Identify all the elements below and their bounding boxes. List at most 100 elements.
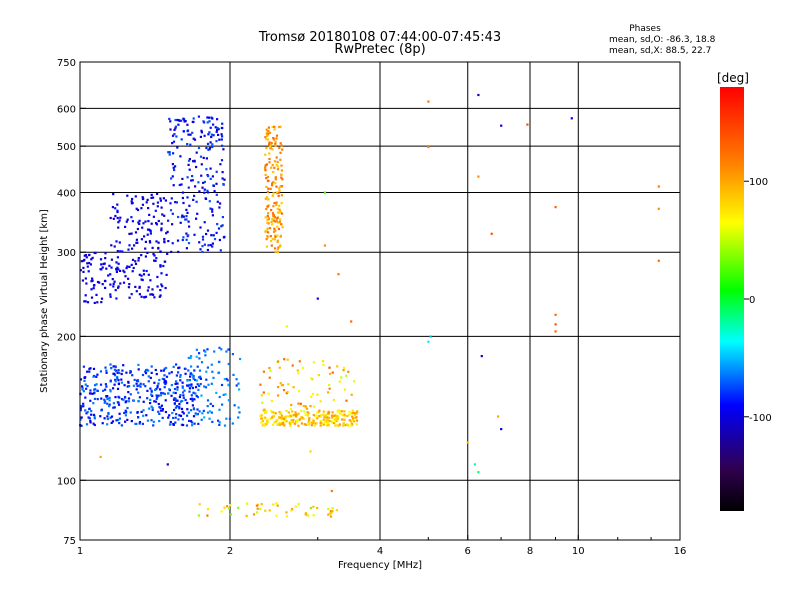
data-point	[209, 167, 212, 170]
data-point	[343, 388, 346, 391]
data-point	[353, 412, 356, 415]
data-point	[91, 256, 94, 259]
data-point	[195, 200, 198, 203]
data-point	[99, 383, 103, 386]
data-point	[287, 415, 290, 418]
data-point	[209, 141, 212, 144]
data-point	[206, 405, 209, 408]
data-point	[208, 417, 211, 420]
data-point	[221, 224, 224, 227]
data-point	[263, 424, 266, 427]
data-point	[212, 376, 215, 379]
data-point	[201, 186, 204, 189]
data-point	[118, 241, 121, 244]
data-point	[195, 217, 198, 220]
data-point	[156, 205, 159, 208]
data-point	[277, 394, 280, 397]
data-point	[185, 232, 188, 235]
data-point	[185, 424, 189, 427]
data-point	[181, 386, 184, 389]
data-point	[154, 259, 157, 262]
data-point	[195, 355, 198, 358]
data-point	[304, 413, 307, 416]
data-point	[218, 346, 221, 349]
data-point	[333, 420, 337, 423]
data-point	[106, 417, 109, 421]
data-point	[134, 195, 137, 198]
data-point	[227, 507, 230, 510]
data-point	[138, 273, 141, 276]
data-point	[275, 185, 278, 188]
data-point	[152, 424, 155, 427]
data-point	[198, 352, 201, 355]
data-point	[220, 159, 224, 162]
data-point	[265, 208, 268, 211]
data-point	[554, 330, 557, 333]
data-point	[138, 384, 141, 387]
data-point	[130, 216, 133, 219]
data-point	[179, 394, 182, 397]
data-point	[272, 415, 275, 418]
data-point	[328, 366, 331, 369]
data-point	[164, 286, 167, 290]
data-point	[163, 374, 166, 377]
data-point	[149, 387, 152, 390]
data-point	[279, 234, 282, 237]
data-point	[267, 231, 270, 234]
data-point	[349, 420, 353, 423]
data-point	[98, 281, 101, 284]
data-point	[170, 177, 173, 180]
data-point	[279, 125, 282, 128]
data-point	[346, 414, 349, 417]
data-point	[270, 208, 273, 212]
data-point	[187, 356, 190, 359]
data-point	[113, 374, 117, 377]
data-point	[233, 404, 236, 407]
data-point	[324, 414, 328, 418]
data-point	[186, 196, 189, 199]
data-point	[90, 280, 93, 283]
data-point	[279, 158, 282, 161]
data-point	[142, 197, 145, 200]
data-point	[80, 405, 83, 408]
data-point	[124, 411, 128, 414]
data-point	[122, 364, 125, 367]
data-point	[100, 397, 103, 400]
data-point	[235, 384, 238, 387]
data-point	[96, 301, 99, 304]
data-point	[141, 226, 144, 229]
data-point	[355, 423, 358, 426]
data-point	[160, 369, 163, 372]
data-point	[116, 375, 119, 379]
data-point	[269, 147, 272, 150]
data-point	[277, 221, 280, 224]
data-point	[156, 192, 159, 195]
data-point	[156, 396, 159, 399]
data-point	[302, 417, 305, 420]
data-point	[271, 212, 275, 215]
data-point	[182, 201, 185, 205]
data-point	[312, 361, 315, 364]
data-point	[190, 420, 193, 423]
data-point	[99, 258, 103, 261]
data-point	[218, 395, 221, 399]
data-point	[158, 420, 161, 423]
data-point	[164, 382, 167, 386]
data-point	[262, 370, 265, 373]
data-point	[276, 160, 279, 164]
data-point	[128, 244, 131, 247]
data-point	[112, 406, 115, 409]
data-point	[206, 399, 210, 402]
data-point	[323, 244, 326, 247]
data-point	[177, 366, 180, 370]
data-point	[110, 266, 113, 269]
data-point	[159, 289, 162, 292]
data-point	[331, 421, 334, 424]
data-point	[169, 120, 172, 123]
data-point	[320, 423, 324, 426]
data-point	[255, 504, 258, 507]
data-point	[115, 369, 118, 372]
data-point	[277, 194, 280, 197]
data-point	[213, 238, 217, 241]
